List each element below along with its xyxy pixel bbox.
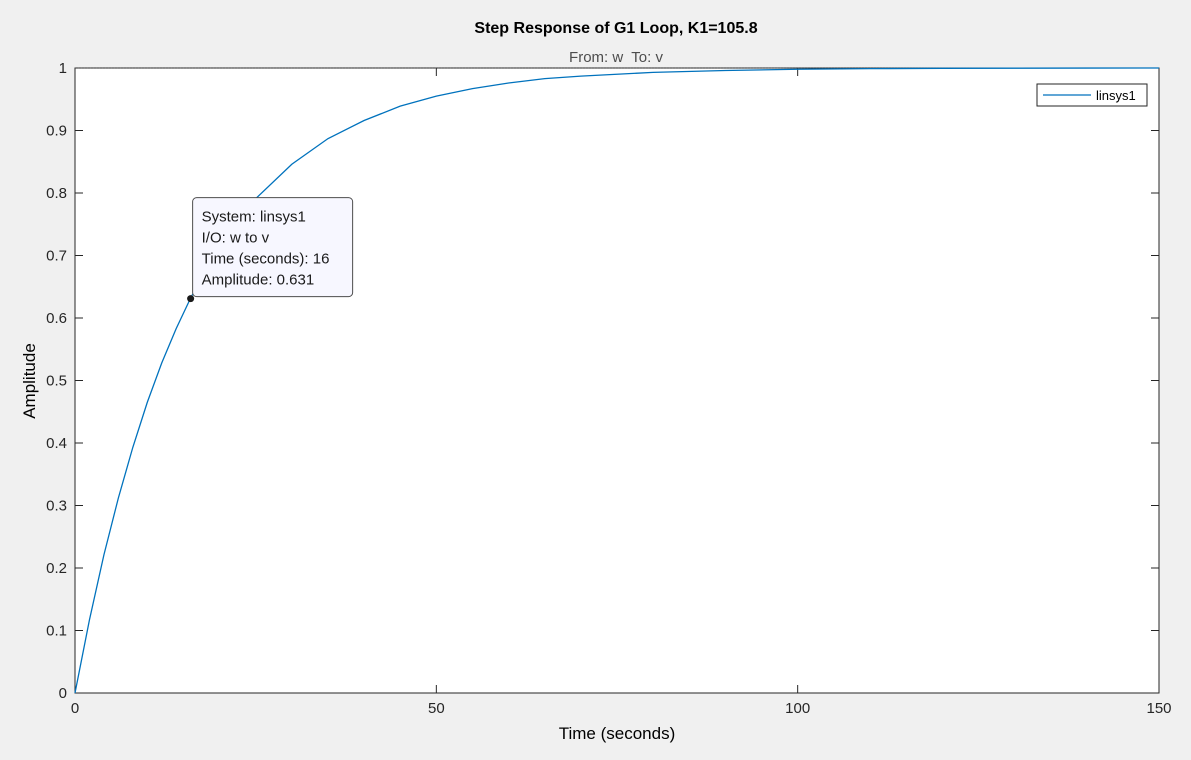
x-axis-label: Time (seconds) bbox=[559, 724, 676, 743]
series-line-linsys1[interactable] bbox=[74, 67, 1160, 694]
y-tick-label: 0.9 bbox=[46, 123, 67, 140]
axis-ticks bbox=[74, 67, 1160, 694]
axis-tick-labels: 0 50 100 150 0 0.1 0.2 0.3 0.4 0.5 0.6 0.7 0.8 0.9 1 bbox=[46, 60, 1171, 717]
y-tick-label: 0 bbox=[59, 685, 67, 702]
datatip-time-text: Time (seconds): 16 bbox=[202, 251, 330, 268]
y-tick-label: 0.4 bbox=[46, 435, 67, 452]
datatip-marker[interactable] bbox=[187, 295, 195, 303]
datatip-amplitude-text: Amplitude: 0.631 bbox=[202, 272, 315, 289]
y-tick-label: 0.8 bbox=[46, 185, 67, 202]
datatip-io-text: I/O: w to v bbox=[202, 230, 270, 247]
y-tick-label: 0.2 bbox=[46, 560, 67, 577]
chart-subtitle: From: w To: v bbox=[569, 49, 663, 66]
legend-label-linsys1: linsys1 bbox=[1096, 88, 1136, 103]
y-tick-label: 0.1 bbox=[46, 623, 67, 640]
datatip-box[interactable] bbox=[192, 197, 354, 298]
x-tick-label: 0 bbox=[71, 700, 79, 717]
chart-title: Step Response of G1 Loop, K1=105.8 bbox=[474, 20, 757, 37]
plot-area[interactable] bbox=[74, 67, 1160, 694]
legend[interactable]: linsys1 bbox=[1036, 83, 1148, 107]
legend-box bbox=[1036, 83, 1148, 107]
datatip-system-text: System: linsys1 bbox=[202, 209, 306, 226]
y-axis-label: Amplitude bbox=[20, 343, 39, 419]
y-tick-label: 0.6 bbox=[46, 310, 67, 327]
x-tick-label: 150 bbox=[1146, 700, 1171, 717]
x-tick-label: 50 bbox=[428, 700, 445, 717]
y-tick-label: 0.7 bbox=[46, 248, 67, 265]
x-tick-label: 100 bbox=[785, 700, 810, 717]
y-tick-label: 0.5 bbox=[46, 373, 67, 390]
datatip[interactable]: System: linsys1 I/O: w to v Time (second… bbox=[192, 197, 354, 298]
y-tick-label: 1 bbox=[59, 60, 67, 77]
y-tick-label: 0.3 bbox=[46, 498, 67, 515]
